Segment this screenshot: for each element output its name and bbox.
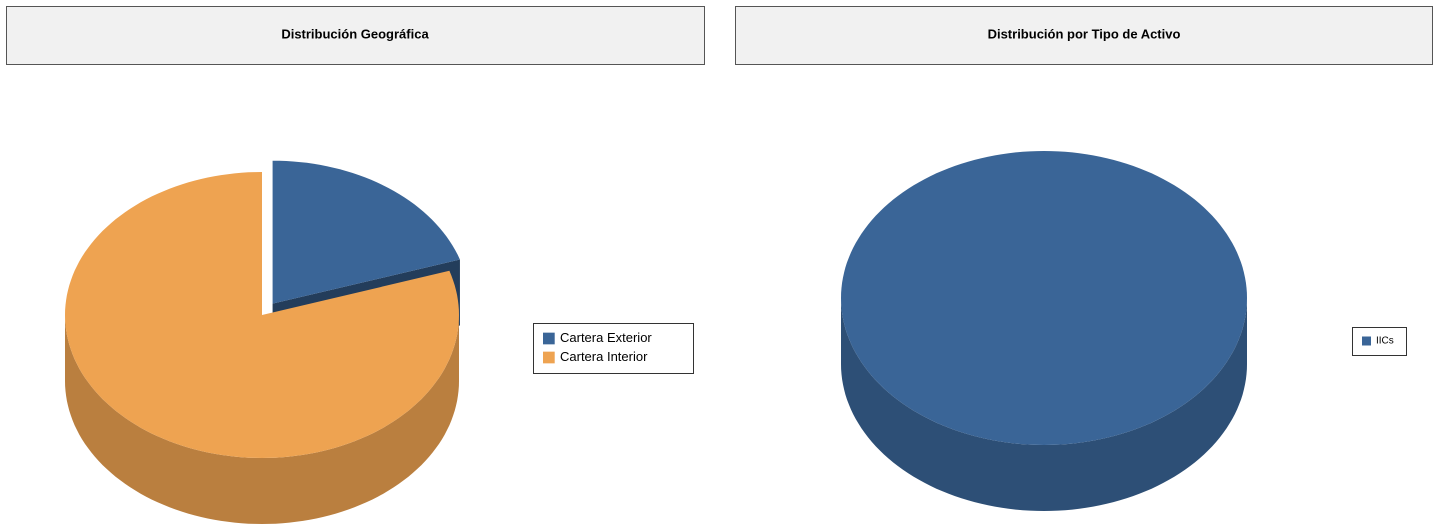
legend-swatch — [543, 332, 555, 345]
legend-swatch — [1362, 336, 1371, 346]
slice-side — [65, 315, 459, 524]
legend-box — [533, 323, 694, 374]
legend-label: Cartera Interior — [560, 349, 648, 364]
slice — [65, 172, 459, 458]
legend-label: Cartera Exterior — [560, 330, 652, 345]
legend-swatch — [543, 351, 555, 364]
chart-title: Distribución Geográfica — [281, 26, 429, 41]
header-box — [735, 6, 1433, 65]
slice — [272, 160, 460, 304]
legend-box — [1352, 327, 1407, 356]
header-box — [6, 6, 705, 65]
legend-label: IICs — [1376, 336, 1394, 347]
slice-side — [841, 298, 1247, 511]
slice — [841, 151, 1247, 445]
chart-title: Distribución por Tipo de Activo — [988, 26, 1181, 41]
